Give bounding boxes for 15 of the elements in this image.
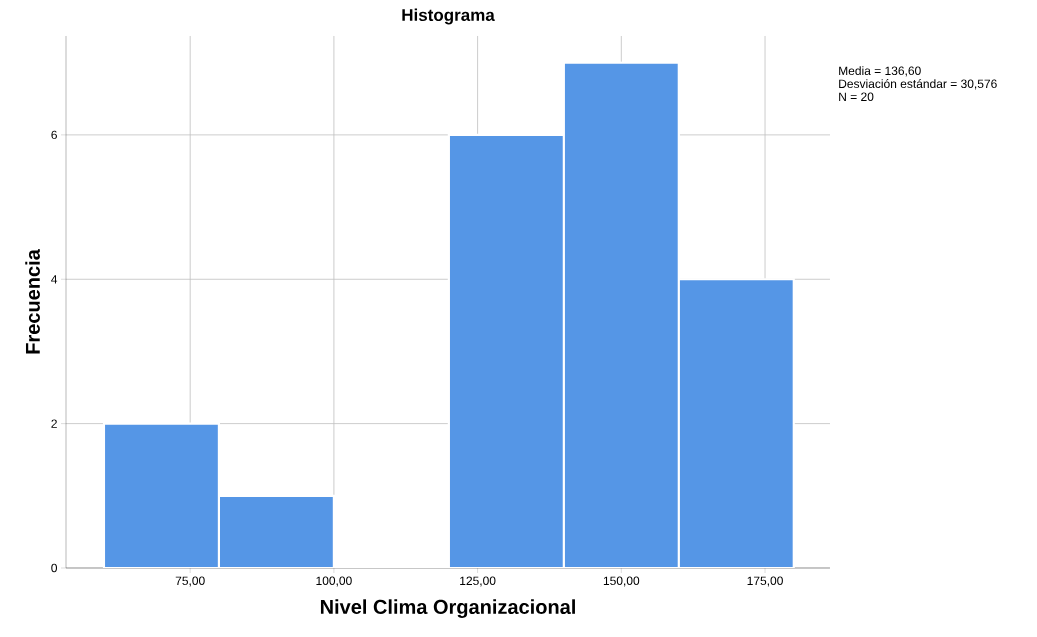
x-tick-label: 125,00 bbox=[460, 576, 496, 587]
x-tick-label: 75,00 bbox=[175, 576, 205, 587]
y-axis-title: Frecuencia bbox=[25, 249, 40, 354]
text: Media = 136,60 bbox=[839, 66, 921, 77]
y-tick-label: 0 bbox=[51, 563, 58, 573]
x-tick-label: 150,00 bbox=[603, 576, 640, 587]
text: Desviación estándar = 30,576 bbox=[839, 79, 997, 90]
chart-title: Histograma bbox=[402, 8, 495, 25]
x-tick-label: 100,00 bbox=[316, 576, 352, 587]
y-tick-label: 4 bbox=[51, 275, 58, 284]
x-tick-label: 175,00 bbox=[747, 576, 783, 587]
y-tick-label: 2 bbox=[51, 419, 57, 428]
text: N = 20 bbox=[839, 92, 874, 101]
x-axis-title: Nivel Clima Organizacional bbox=[320, 599, 575, 619]
y-tick-label: 6 bbox=[51, 130, 57, 140]
